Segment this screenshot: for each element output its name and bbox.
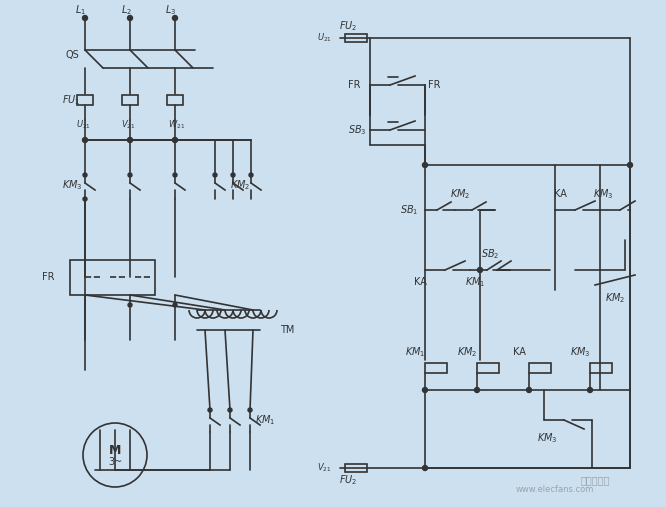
Bar bbox=[590, 363, 612, 373]
Circle shape bbox=[627, 163, 633, 167]
Text: $SB_3$: $SB_3$ bbox=[348, 123, 367, 137]
Circle shape bbox=[83, 173, 87, 177]
Bar bbox=[345, 34, 367, 42]
Circle shape bbox=[128, 303, 132, 307]
Text: $KM_3$: $KM_3$ bbox=[537, 431, 557, 445]
Text: $KM_2$: $KM_2$ bbox=[230, 178, 250, 192]
Text: $KM_2$: $KM_2$ bbox=[605, 291, 625, 305]
Circle shape bbox=[527, 387, 531, 392]
Text: FR: FR bbox=[428, 80, 440, 90]
Circle shape bbox=[83, 197, 87, 201]
Text: $KM_2$: $KM_2$ bbox=[450, 187, 470, 201]
Circle shape bbox=[249, 173, 253, 177]
Bar bbox=[529, 363, 551, 373]
Text: 电子发烧友: 电子发烧友 bbox=[580, 475, 609, 485]
Text: $V_{21}$: $V_{21}$ bbox=[121, 119, 135, 131]
Text: $KM_1$: $KM_1$ bbox=[465, 275, 486, 289]
Text: $KM_3$: $KM_3$ bbox=[62, 178, 83, 192]
Text: QS: QS bbox=[65, 50, 79, 60]
Circle shape bbox=[173, 138, 177, 142]
Text: KA: KA bbox=[414, 277, 426, 287]
Circle shape bbox=[422, 387, 428, 392]
Text: $L_3$: $L_3$ bbox=[165, 3, 176, 17]
Text: TM: TM bbox=[280, 325, 294, 335]
Text: $KM_3$: $KM_3$ bbox=[593, 187, 613, 201]
Circle shape bbox=[587, 387, 593, 392]
Text: $L_2$: $L_2$ bbox=[121, 3, 131, 17]
Circle shape bbox=[83, 137, 87, 142]
Text: $V_{21}$: $V_{21}$ bbox=[318, 462, 332, 474]
Text: KA: KA bbox=[513, 347, 525, 357]
Circle shape bbox=[478, 268, 482, 272]
Bar bbox=[77, 95, 93, 105]
Circle shape bbox=[422, 163, 428, 167]
Circle shape bbox=[127, 16, 133, 20]
Circle shape bbox=[83, 423, 147, 487]
Text: $U_{21}$: $U_{21}$ bbox=[317, 32, 332, 44]
Text: $FU_2$: $FU_2$ bbox=[339, 473, 357, 487]
Text: $SB_2$: $SB_2$ bbox=[481, 247, 500, 261]
Text: M: M bbox=[109, 444, 121, 456]
Circle shape bbox=[422, 465, 428, 470]
Circle shape bbox=[208, 408, 212, 412]
Text: $SB_1$: $SB_1$ bbox=[400, 203, 418, 217]
Text: $KM_1$: $KM_1$ bbox=[405, 345, 425, 359]
Circle shape bbox=[173, 303, 177, 307]
Circle shape bbox=[474, 387, 480, 392]
Bar bbox=[167, 95, 183, 105]
Text: $KM_3$: $KM_3$ bbox=[569, 345, 590, 359]
Text: $FU_2$: $FU_2$ bbox=[339, 19, 357, 33]
Text: FR: FR bbox=[348, 80, 360, 90]
Text: $L_1$: $L_1$ bbox=[75, 3, 87, 17]
Circle shape bbox=[172, 16, 178, 20]
Circle shape bbox=[248, 408, 252, 412]
Circle shape bbox=[83, 16, 87, 20]
Text: 3~: 3~ bbox=[108, 457, 122, 467]
Bar bbox=[70, 260, 155, 295]
Bar bbox=[477, 363, 499, 373]
Circle shape bbox=[173, 173, 177, 177]
Circle shape bbox=[128, 173, 132, 177]
Text: $W_{21}$: $W_{21}$ bbox=[168, 119, 186, 131]
Text: KA: KA bbox=[553, 189, 567, 199]
Text: $KM_2$: $KM_2$ bbox=[457, 345, 477, 359]
Circle shape bbox=[172, 137, 178, 142]
Text: $KM_1$: $KM_1$ bbox=[255, 413, 276, 427]
Circle shape bbox=[127, 137, 133, 142]
Text: $U_{21}$: $U_{21}$ bbox=[75, 119, 91, 131]
Bar bbox=[122, 95, 138, 105]
Circle shape bbox=[231, 173, 235, 177]
Circle shape bbox=[228, 408, 232, 412]
Text: FR: FR bbox=[42, 272, 55, 282]
Circle shape bbox=[128, 138, 132, 142]
Text: www.elecfans.com: www.elecfans.com bbox=[515, 486, 594, 494]
Bar bbox=[345, 464, 367, 472]
Bar bbox=[425, 363, 447, 373]
Text: $FU_1$: $FU_1$ bbox=[62, 93, 81, 107]
Circle shape bbox=[213, 173, 217, 177]
